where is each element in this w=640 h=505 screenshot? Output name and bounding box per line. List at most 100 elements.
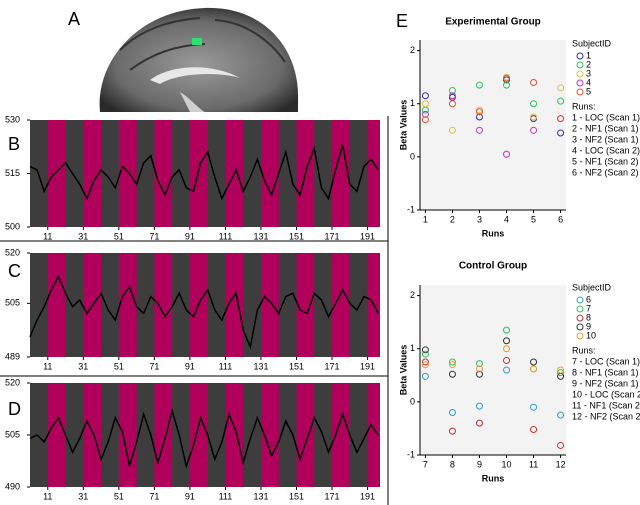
run-note: 7 - LOC (Scan 1)	[572, 356, 640, 366]
y-tick-label: 520	[5, 247, 20, 257]
point	[557, 369, 565, 377]
task-band	[260, 120, 279, 227]
legend-label: 1	[586, 50, 591, 60]
legend-label: 9	[586, 321, 591, 331]
legend-title: SubjectID	[572, 38, 612, 48]
legend-title: SubjectID	[572, 282, 612, 292]
task-band	[260, 383, 279, 487]
panel-label: A	[68, 9, 80, 29]
point	[503, 337, 511, 345]
bands	[47, 383, 380, 487]
x-tick-label: 171	[325, 231, 340, 241]
task-band	[83, 120, 102, 227]
x-tick-label: 11	[529, 459, 538, 469]
y-tick-label: 0	[410, 396, 415, 406]
point	[557, 366, 565, 374]
x-tick-label: 91	[185, 491, 195, 501]
task-band	[225, 383, 244, 487]
point	[557, 441, 565, 449]
y-tick-label: 0	[410, 151, 415, 161]
task-band	[118, 120, 137, 227]
x-tick-label: 91	[185, 231, 195, 241]
task-band	[118, 253, 137, 357]
x-tick-label: 12	[556, 459, 566, 469]
run-note: 6 - NF2 (Scan 2)	[572, 167, 639, 177]
y-tick-label: 505	[5, 429, 20, 439]
y-tick-label: -1	[407, 204, 415, 214]
point	[557, 129, 565, 137]
y-tick-label: 515	[5, 168, 20, 178]
run-note: 4 - LOC (Scan 2)	[572, 145, 640, 155]
x-tick-label: 111	[219, 491, 233, 501]
point	[503, 326, 511, 334]
point	[557, 115, 565, 123]
y-tick-label: 2	[410, 290, 415, 300]
point	[503, 366, 511, 374]
panel-label: C	[8, 261, 21, 281]
legend-label: 3	[586, 68, 591, 78]
y-tick-label: 490	[5, 481, 20, 491]
y-axis-label: Beta Values	[398, 345, 408, 396]
point	[448, 86, 456, 94]
point	[421, 361, 429, 369]
y-tick-label: 500	[5, 221, 20, 231]
x-tick-label: 51	[114, 361, 124, 371]
y-tick-label: 489	[5, 351, 20, 361]
x-tick-label: 11	[43, 491, 52, 501]
x-axis-label: Runs	[482, 228, 505, 238]
plot-background	[420, 285, 566, 455]
x-tick-label: 51	[114, 231, 124, 241]
notes-title: Runs:	[572, 345, 596, 355]
x-tick-label: 5	[531, 214, 536, 224]
x-tick-label: 151	[289, 361, 304, 371]
task-band	[154, 253, 173, 357]
y-tick-label: 2	[410, 45, 415, 55]
run-note: 2 - NF1 (Scan 1)	[572, 123, 639, 133]
x-tick-label: 171	[325, 491, 340, 501]
point	[448, 427, 456, 435]
x-tick-label: 131	[253, 491, 268, 501]
x-tick-label: 71	[149, 231, 159, 241]
legend-label: 4	[586, 77, 591, 87]
x-tick-label: 10	[502, 459, 512, 469]
run-note: 3 - NF2 (Scan 1)	[572, 134, 639, 144]
x-tick-label: 71	[149, 361, 159, 371]
legend-marker	[576, 314, 584, 322]
task-band	[47, 253, 66, 357]
point	[530, 126, 538, 134]
x-axis-label: Runs	[482, 473, 505, 483]
x-tick-label: 111	[219, 231, 233, 241]
x-tick-label: 31	[78, 361, 88, 371]
legend-marker	[576, 61, 584, 69]
point	[503, 150, 511, 158]
x-tick-label: 3	[477, 214, 482, 224]
point	[530, 426, 538, 433]
legend-label: 2	[586, 59, 591, 69]
point	[421, 92, 429, 100]
notes-title: Runs:	[572, 101, 596, 111]
task-band	[332, 253, 350, 357]
point	[475, 360, 483, 368]
x-tick-label: 191	[360, 491, 375, 501]
point	[448, 126, 456, 134]
task-band	[189, 120, 208, 227]
point	[475, 370, 483, 378]
y-tick-label: -1	[407, 449, 415, 459]
point	[503, 74, 511, 82]
x-tick-label: 71	[149, 491, 159, 501]
point	[448, 361, 456, 369]
point	[448, 370, 456, 378]
x-tick-label: 191	[360, 361, 375, 371]
legend-marker	[576, 88, 584, 96]
chart-title: Experimental Group	[445, 17, 541, 28]
legend-marker	[576, 79, 584, 87]
panel-label: B	[8, 134, 20, 154]
chart-title: Control Group	[459, 261, 527, 272]
point	[475, 365, 483, 373]
x-tick-label: 131	[253, 231, 268, 241]
point	[503, 345, 511, 353]
point	[530, 358, 538, 366]
point	[530, 403, 538, 411]
x-tick-label: 2	[450, 214, 455, 224]
